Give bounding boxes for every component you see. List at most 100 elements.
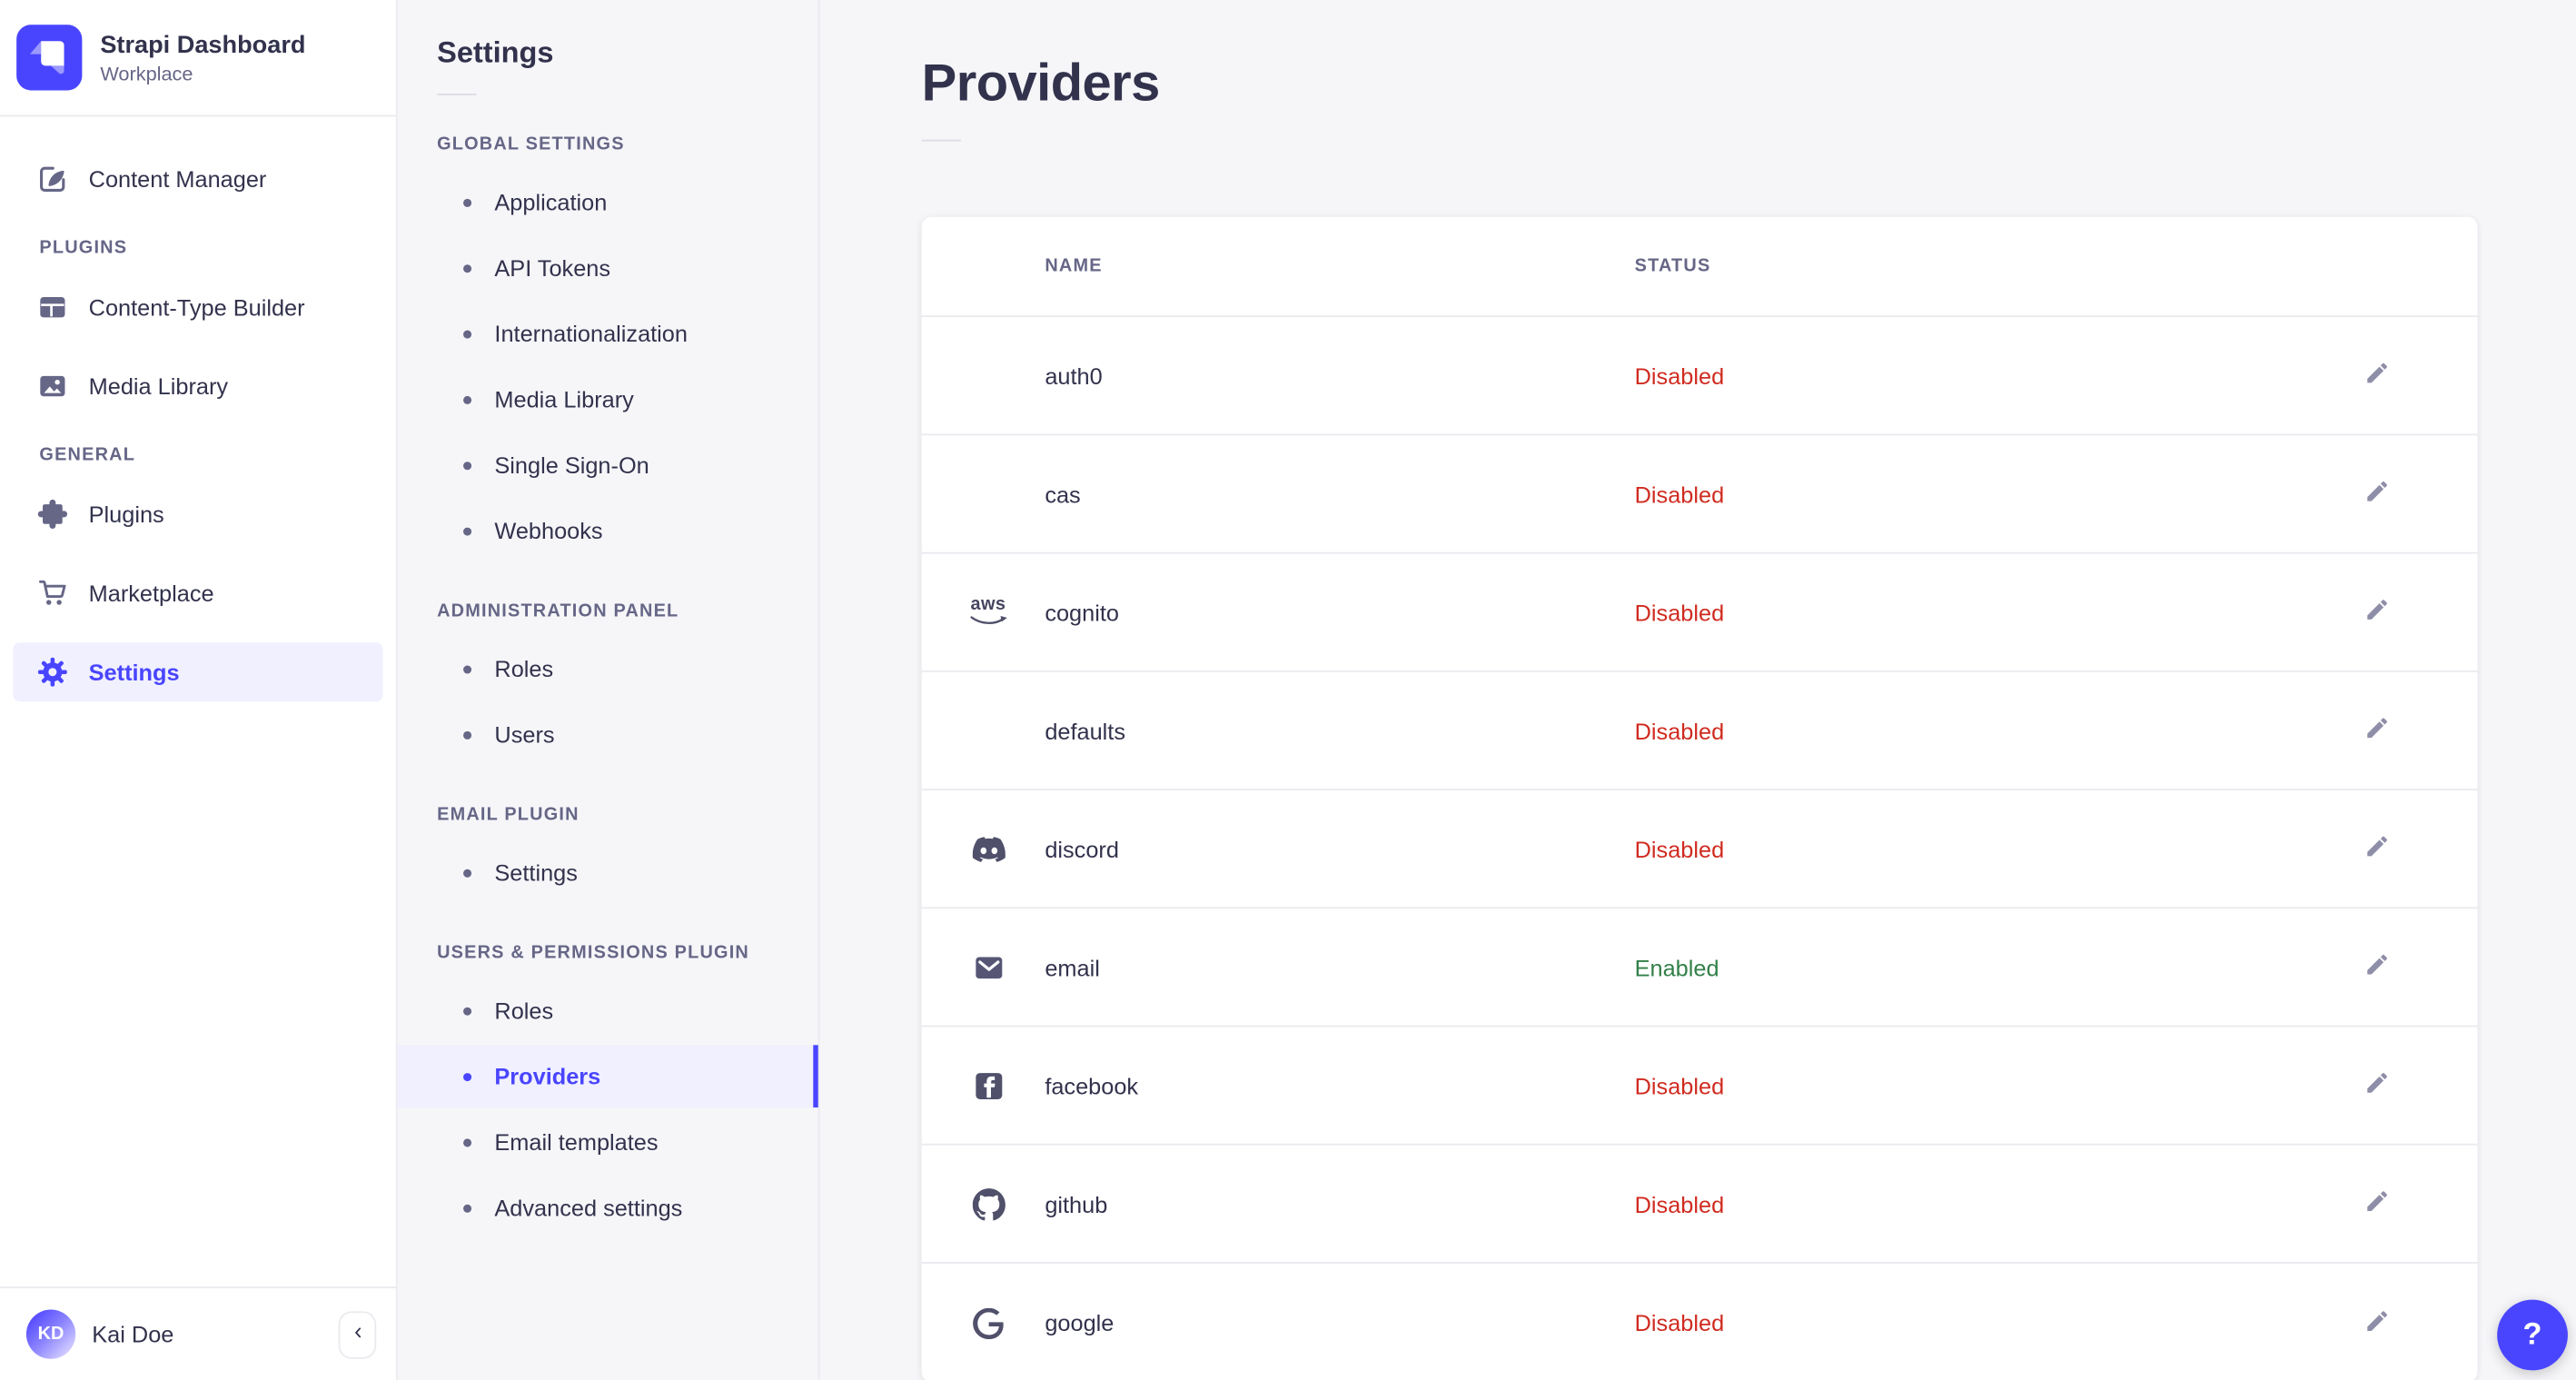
sidebar-item-content-type-builder[interactable]: Content-Type Builder [13, 278, 382, 337]
strapi-logo-icon [16, 25, 83, 91]
workspace-switcher[interactable]: Strapi Dashboard Workplace [0, 0, 396, 117]
subnav-item-media-library[interactable]: Media Library [398, 368, 818, 431]
sidebar-nav: Content Manager PLUGINS Content-Type Bui… [0, 116, 396, 1286]
sidebar-item-marketplace[interactable]: Marketplace [13, 563, 382, 622]
provider-name: discord [1045, 835, 1119, 862]
bullet-icon [463, 1203, 472, 1212]
workspace-title: Strapi Dashboard [100, 31, 306, 60]
subnav-item-email-templates[interactable]: Email templates [398, 1111, 818, 1174]
subnav-item-internationalization[interactable]: Internationalization [398, 303, 818, 365]
subnav-item-label: Users [494, 721, 555, 748]
subnav-section-global-settings: GLOBAL SETTINGS [437, 134, 625, 155]
edit-provider-button[interactable] [2357, 356, 2396, 395]
edit-provider-button[interactable] [2357, 474, 2396, 513]
email-icon [973, 950, 1045, 983]
subnav-item-settings[interactable]: Settings [398, 841, 818, 904]
subnav-item-single-sign-on[interactable]: Single Sign-On [398, 433, 818, 496]
subnav-list-users-permissions: Roles Providers Email templates Advanced… [397, 979, 818, 1239]
user-name: Kai Doe [92, 1321, 174, 1348]
subnav-divider [437, 94, 477, 95]
table-row-email: email Enabled [921, 908, 2478, 1028]
subnav-item-label: Email templates [494, 1128, 659, 1156]
subnav-item-label: Providers [494, 1063, 601, 1090]
subnav-item-label: Single Sign-On [494, 452, 649, 479]
bullet-icon [463, 526, 472, 535]
edit-provider-button[interactable] [2357, 1066, 2396, 1105]
subnav-item-label: Advanced settings [494, 1194, 683, 1221]
table-header-row: NAME STATUS [921, 217, 2478, 318]
sidebar-item-plugins[interactable]: Plugins [13, 485, 382, 544]
table-row-cas: cas Disabled [921, 435, 2478, 554]
workspace-subtitle: Workplace [100, 62, 193, 85]
provider-name: google [1045, 1309, 1115, 1336]
settings-gear-icon [36, 656, 69, 689]
bullet-icon [463, 461, 472, 470]
bullet-icon [463, 1006, 472, 1015]
column-header-status: STATUS [1634, 256, 1711, 276]
content-manager-icon [36, 163, 69, 195]
provider-status: Disabled [1634, 835, 1725, 862]
provider-status: Disabled [1634, 362, 1725, 389]
aws-icon: aws [969, 596, 1045, 628]
table-row-facebook: facebook Disabled [921, 1027, 2478, 1146]
subnav-item-label: Application [494, 188, 608, 215]
subnav-section-administration-panel: ADMINISTRATION PANEL [437, 601, 679, 621]
chevron-left-icon [349, 1322, 365, 1346]
bullet-icon [463, 730, 472, 739]
subnav-item-application[interactable]: Application [398, 171, 818, 233]
media-library-icon [36, 370, 69, 402]
sidebar-item-settings[interactable]: Settings [13, 642, 383, 702]
bullet-icon [463, 329, 472, 338]
edit-provider-button[interactable] [2357, 592, 2396, 631]
subnav-item-advanced-settings[interactable]: Advanced settings [398, 1176, 818, 1239]
google-icon [973, 1306, 1045, 1339]
table-row-discord: discord Disabled [921, 790, 2478, 909]
provider-name: auth0 [1045, 362, 1103, 389]
subnav-item-roles[interactable]: Roles [398, 638, 818, 700]
provider-status: Disabled [1634, 717, 1725, 744]
main-sidebar: Strapi Dashboard Workplace Content Manag… [0, 0, 398, 1380]
pencil-icon [2364, 951, 2391, 982]
pencil-icon [2364, 360, 2391, 391]
bullet-icon [463, 197, 472, 206]
subnav-item-users[interactable]: Users [398, 703, 818, 766]
pencil-icon [2364, 1069, 2391, 1100]
bullet-icon [463, 664, 472, 673]
edit-provider-button[interactable] [2357, 829, 2396, 868]
provider-name: defaults [1045, 717, 1126, 744]
help-button[interactable]: ? [2497, 1299, 2568, 1371]
subnav-item-roles[interactable]: Roles [398, 979, 818, 1042]
provider-name: cognito [1045, 599, 1119, 626]
question-mark-icon: ? [2522, 1316, 2542, 1352]
sidebar-item-label: Marketplace [88, 580, 214, 607]
subnav-item-label: Media Library [494, 386, 634, 412]
sidebar-item-label: Media Library [88, 372, 229, 400]
subnav-list-email-plugin: Settings [398, 841, 818, 904]
sidebar-item-label: Plugins [88, 501, 164, 528]
subnav-title: Settings [437, 35, 554, 69]
edit-provider-button[interactable] [2357, 1303, 2396, 1342]
edit-provider-button[interactable] [2357, 948, 2396, 987]
bullet-icon [463, 868, 472, 877]
subnav-item-label: API Tokens [494, 254, 611, 282]
subnav-item-api-tokens[interactable]: API Tokens [398, 236, 818, 299]
sidebar-item-label: Content-Type Builder [88, 293, 305, 321]
pencil-icon [2364, 597, 2391, 628]
edit-provider-button[interactable] [2357, 710, 2396, 750]
provider-name: email [1045, 953, 1100, 980]
sidebar-footer: KD Kai Doe [0, 1286, 396, 1380]
content-type-builder-icon [36, 291, 69, 323]
main-content: Providers NAME STATUS auth0 Disabled [820, 0, 2576, 1380]
collapse-sidebar-button[interactable] [338, 1310, 377, 1358]
sidebar-item-media-library[interactable]: Media Library [13, 356, 382, 415]
pencil-icon [2364, 833, 2391, 864]
sidebar-item-content-manager[interactable]: Content Manager [13, 150, 382, 209]
edit-provider-button[interactable] [2357, 1184, 2396, 1223]
subnav-list-administration-panel: Roles Users [398, 638, 818, 766]
sidebar-item-label: Content Manager [88, 165, 267, 193]
subnav-item-label: Settings [494, 859, 578, 886]
providers-table-card: NAME STATUS auth0 Disabled [921, 216, 2478, 1380]
subnav-item-providers[interactable]: Providers [397, 1045, 818, 1108]
user-menu-button[interactable]: KD Kai Doe [25, 1309, 174, 1359]
subnav-item-webhooks[interactable]: Webhooks [398, 500, 818, 562]
